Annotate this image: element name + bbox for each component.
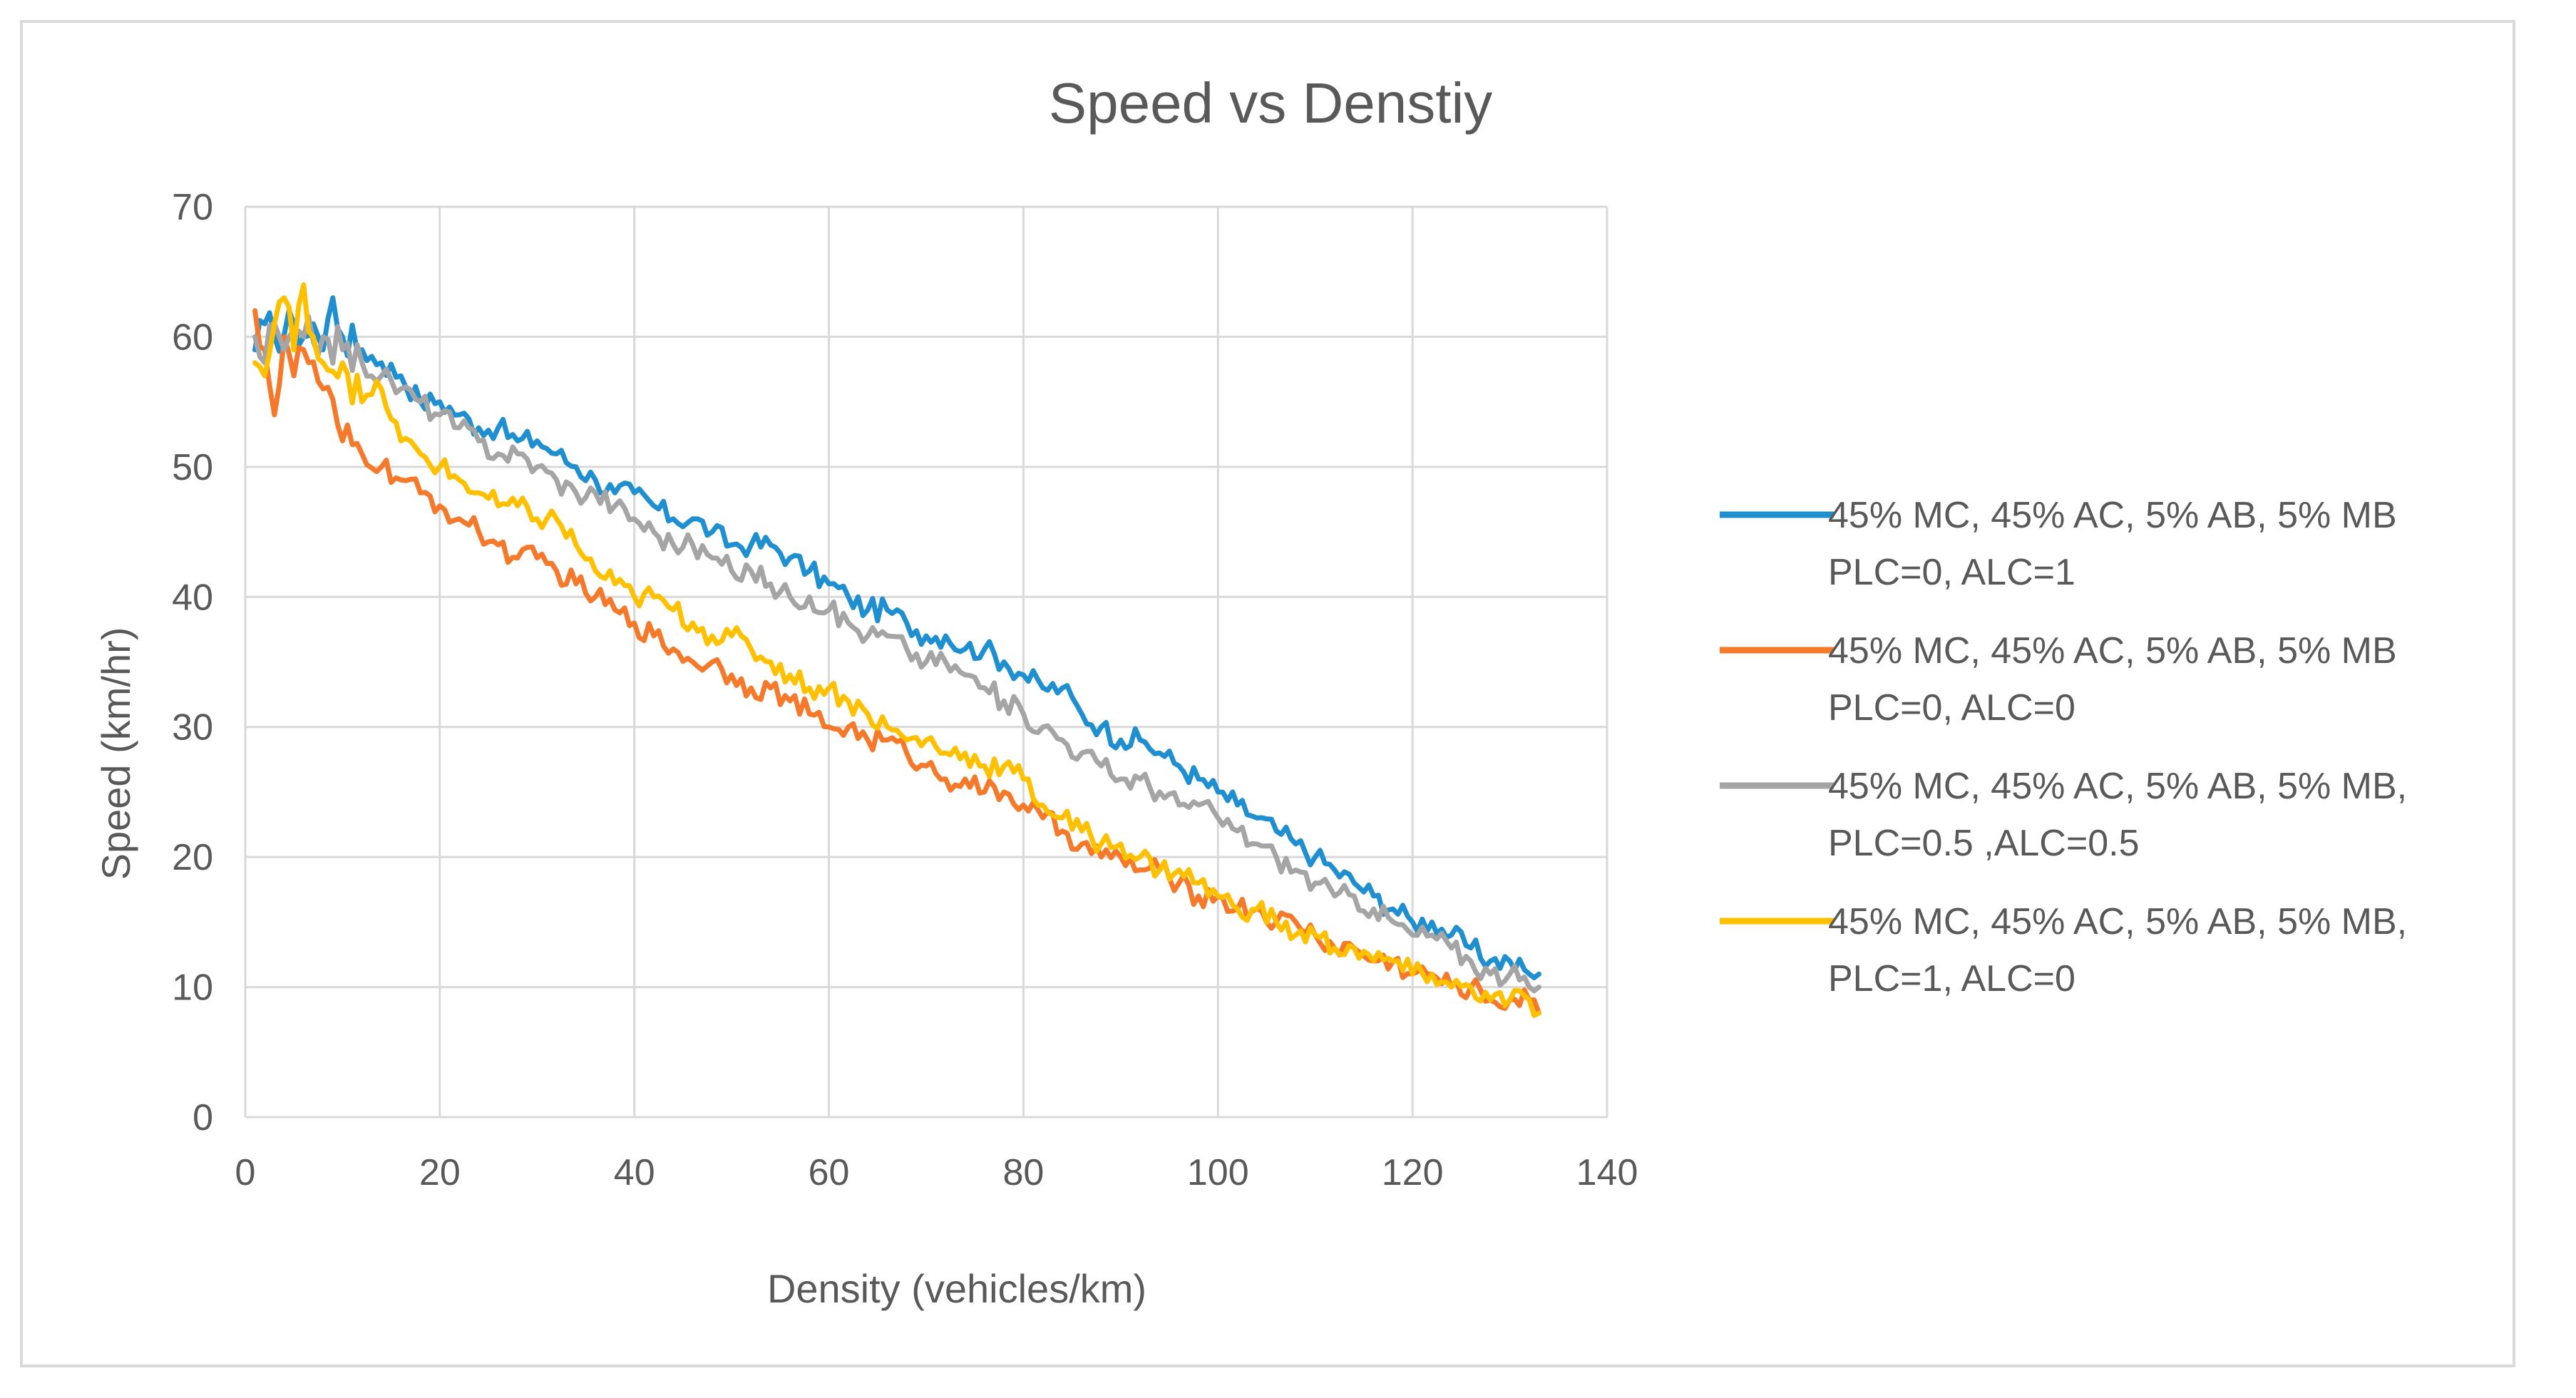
legend-label: 45% MC, 45% AC, 5% AB, 5% MB — [1828, 495, 2397, 536]
y-tick-label: 50 — [172, 447, 213, 488]
x-axis-label: Density (vehicles/km) — [767, 1266, 1146, 1311]
x-tick-label: 20 — [419, 1152, 461, 1193]
x-tick-label: 40 — [614, 1152, 655, 1193]
axes: 0 10 20 30 40 50 60 70 0 20 40 60 80 100 120 140 — [172, 187, 1638, 1193]
y-tick-label: 0 — [193, 1097, 213, 1139]
chart-title: Speed vs Denstiy — [1049, 71, 1493, 135]
y-tick-label: 70 — [172, 187, 213, 228]
y-tick-label: 30 — [172, 707, 213, 749]
legend-label: PLC=1, ALC=0 — [1828, 958, 2075, 999]
grid — [244, 205, 1608, 1119]
legend: 45% MC, 45% AC, 5% AB, 5% MB PLC=0, ALC=1… — [1720, 495, 2407, 999]
y-tick-label: 20 — [172, 837, 213, 878]
x-tick-label: 60 — [809, 1152, 850, 1193]
series-line-3 — [252, 314, 1541, 994]
x-tick-label: 120 — [1382, 1152, 1444, 1193]
y-tick-label: 40 — [172, 577, 213, 618]
speed-density-chart: 0 10 20 30 40 50 60 70 0 20 40 60 80 100 120 140 Speed … — [93, 71, 2407, 1311]
legend-label: PLC=0.5 ,ALC=0.5 — [1828, 823, 2140, 864]
x-tick-label: 0 — [235, 1152, 256, 1193]
legend-label: 45% MC, 45% AC, 5% AB, 5% MB — [1828, 630, 2397, 672]
y-axis-label: Speed (km/hr) — [93, 627, 138, 880]
y-tick-label: 10 — [172, 967, 213, 1009]
x-tick-label: 140 — [1576, 1152, 1638, 1193]
legend-label: PLC=0, ALC=1 — [1828, 552, 2075, 593]
y-tick-label: 60 — [172, 317, 213, 358]
x-tick-label: 100 — [1187, 1152, 1249, 1193]
series-line-4 — [252, 282, 1541, 1018]
chart-frame: 0 10 20 30 40 50 60 70 0 20 40 60 80 100 120 140 Speed … — [20, 20, 2515, 1367]
series-line-1 — [252, 295, 1541, 980]
legend-label: 45% MC, 45% AC, 5% AB, 5% MB, — [1828, 901, 2407, 942]
legend-label: 45% MC, 45% AC, 5% AB, 5% MB, — [1828, 766, 2407, 807]
series-line-2 — [252, 308, 1541, 1016]
x-tick-label: 80 — [1003, 1152, 1045, 1193]
series-lines — [252, 282, 1541, 1018]
legend-label: PLC=0, ALC=0 — [1828, 687, 2075, 729]
